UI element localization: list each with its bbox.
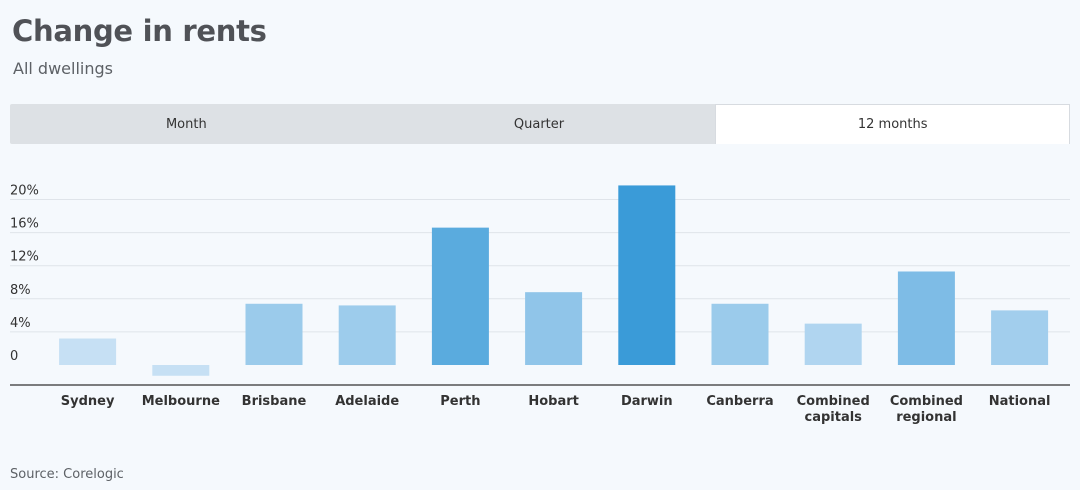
- bar: [618, 185, 676, 365]
- bar: [431, 227, 489, 365]
- source-note: Source: Corelogic: [10, 467, 124, 482]
- bar-chart: 0 4% 8% 12% 16% 20% Sydney Melbourne Brisbane Ad…: [10, 184, 1070, 425]
- bar: [338, 305, 396, 365]
- tab-quarter[interactable]: Quarter: [513, 116, 565, 132]
- x-tick-label: Combined capitals: [797, 394, 870, 425]
- x-tick-label: Darwin: [621, 394, 673, 409]
- y-tick-label: 20%: [10, 184, 39, 199]
- bars: [59, 185, 1049, 376]
- tab-12-months[interactable]: 12 months: [715, 104, 1071, 144]
- chart-title: Change in rents: [12, 14, 267, 48]
- y-tick-label: 16%: [10, 217, 39, 232]
- x-tick-label: Combined regional: [890, 394, 963, 425]
- bar: [152, 365, 210, 376]
- y-tick-label: 0: [10, 349, 18, 364]
- x-tick-label: National: [989, 394, 1051, 409]
- x-tick-label: Adelaide: [335, 394, 399, 409]
- chart-subtitle: All dwellings: [13, 59, 113, 78]
- y-tick-label: 4%: [10, 316, 31, 331]
- y-tick-label: 12%: [10, 250, 39, 265]
- y-axis-ticks: 0 4% 8% 12% 16% 20%: [10, 184, 39, 365]
- bar: [711, 303, 769, 365]
- bar: [804, 323, 862, 365]
- x-tick-label: Brisbane: [242, 394, 307, 409]
- x-tick-label: Sydney: [61, 394, 115, 409]
- x-tick-label: Hobart: [528, 394, 579, 409]
- bar: [897, 271, 955, 365]
- bar: [59, 338, 117, 365]
- x-tick-label: Melbourne: [142, 394, 220, 409]
- x-tick-label: Canberra: [706, 394, 773, 409]
- bar: [245, 303, 303, 365]
- bar: [525, 292, 583, 365]
- tab-month[interactable]: Month: [165, 116, 207, 132]
- gridlines: [10, 199, 1070, 333]
- bar: [991, 310, 1049, 365]
- x-axis-ticks: Sydney Melbourne Brisbane Adelaide Perth Hoba…: [61, 394, 1051, 425]
- y-tick-label: 8%: [10, 283, 31, 298]
- x-tick-label: Perth: [440, 394, 480, 409]
- period-tabs: Month Quarter 12 months: [10, 104, 1071, 144]
